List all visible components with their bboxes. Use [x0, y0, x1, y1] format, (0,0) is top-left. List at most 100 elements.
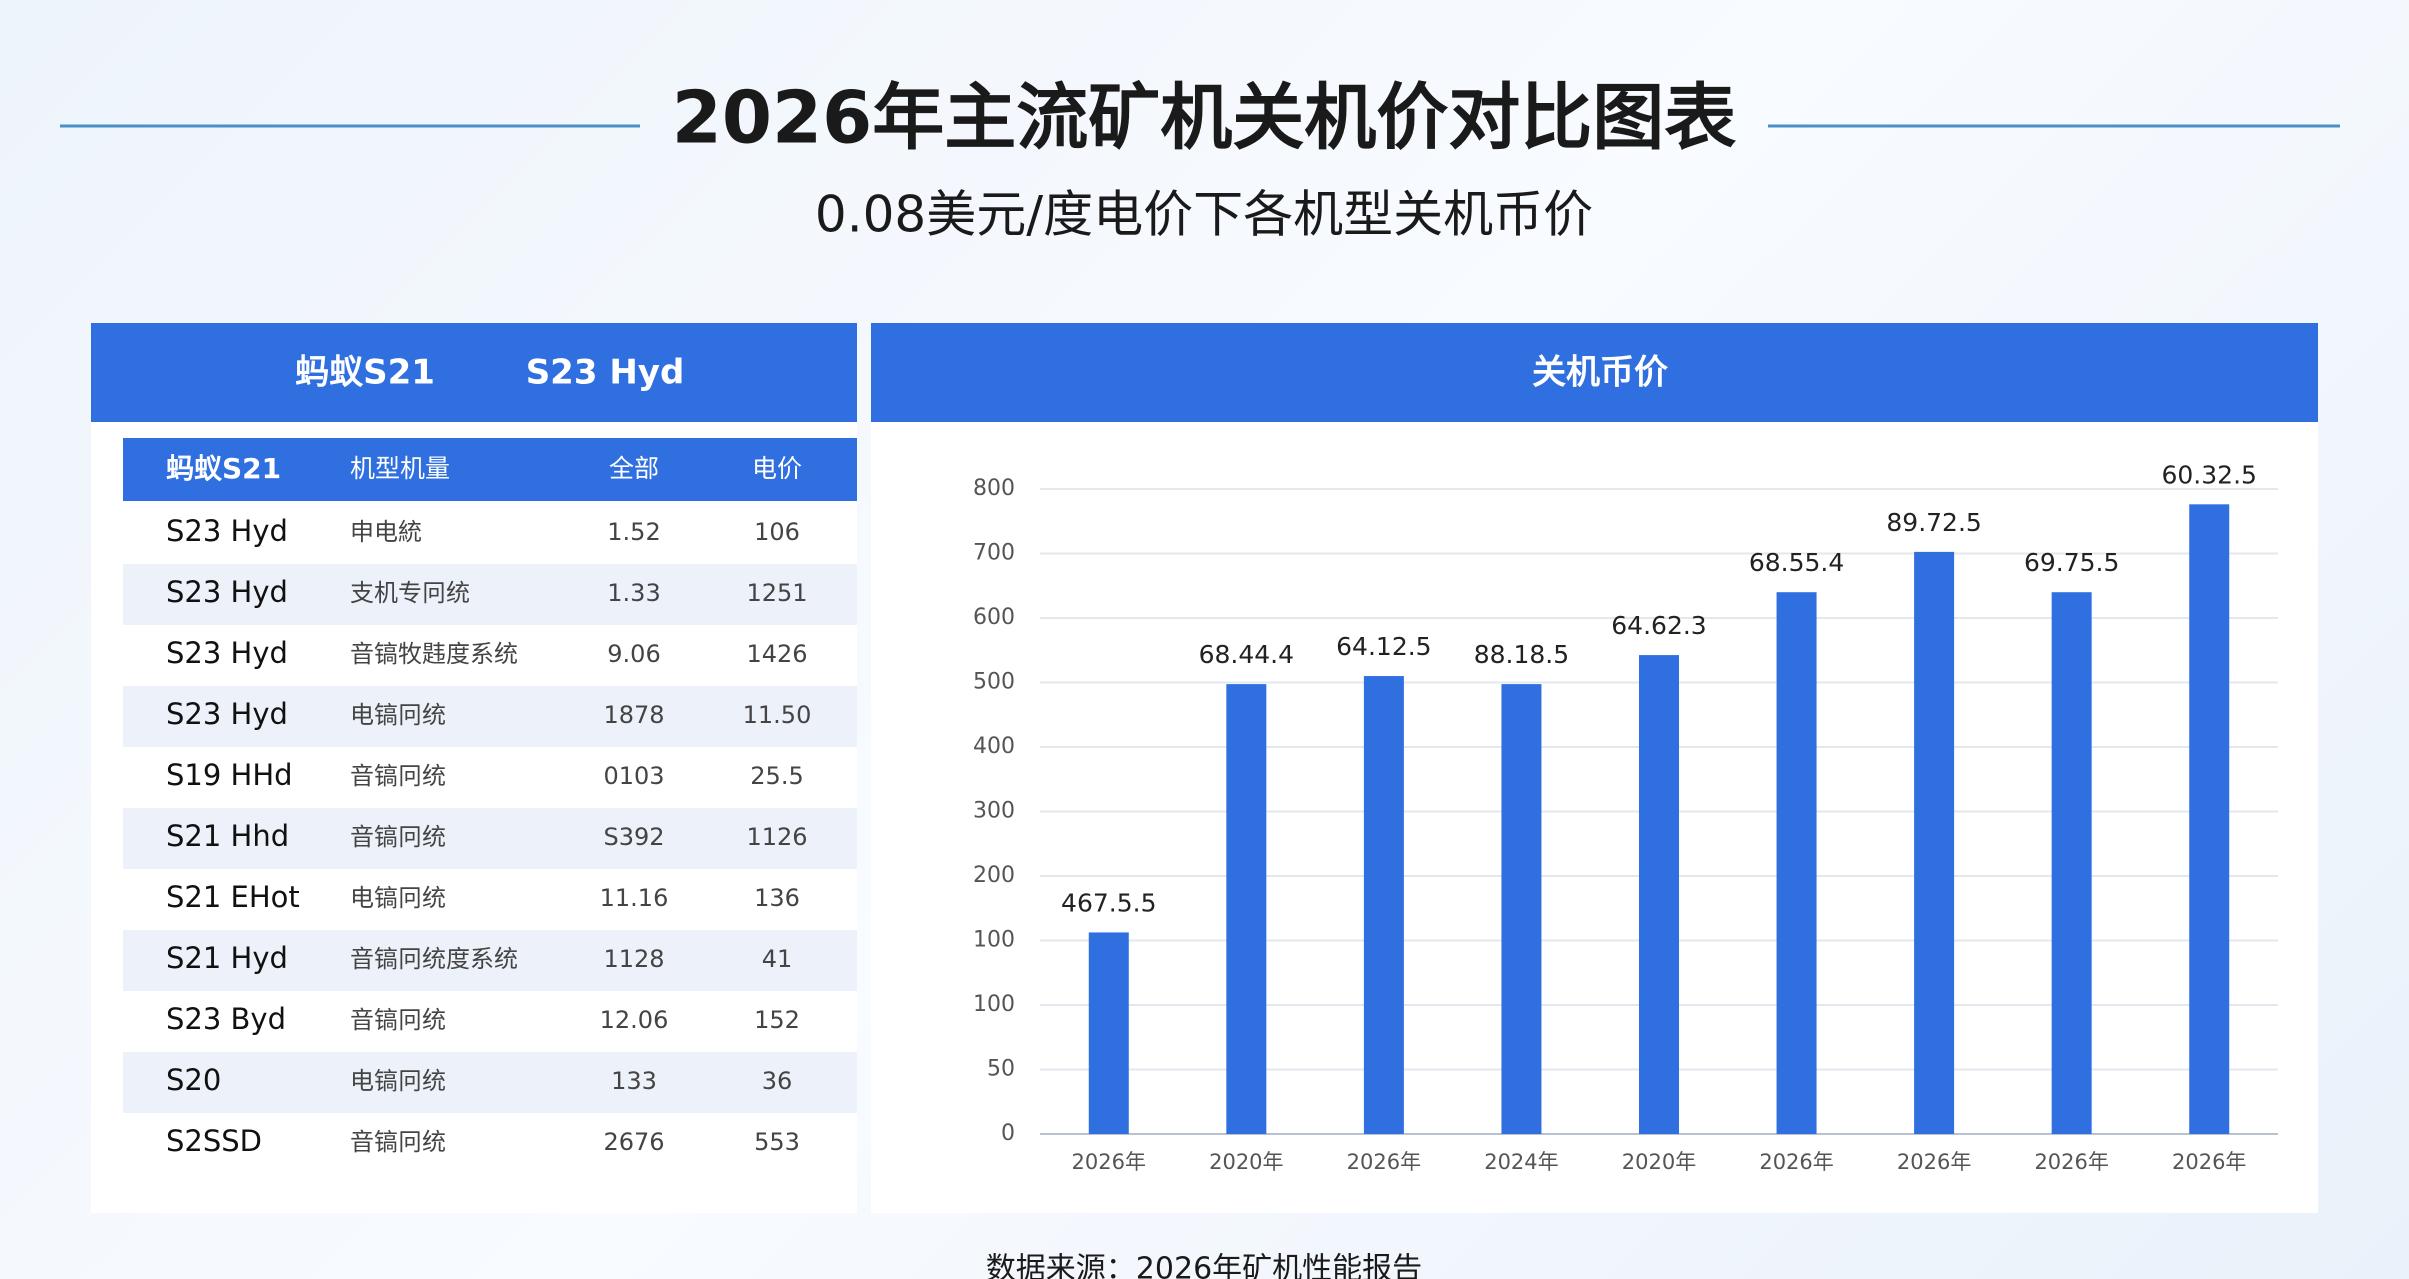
column-header: 蚂蚁S21 — [166, 452, 281, 485]
y-tick-label: 400 — [973, 734, 1015, 759]
x-tick-label: 2026年 — [2172, 1150, 2246, 1174]
bar — [1226, 684, 1267, 1134]
table-cell: 136 — [754, 884, 800, 912]
table-cell: 41 — [762, 945, 793, 973]
table-cell: 音镐冋统度系统 — [350, 945, 518, 973]
x-tick-label: 2026年 — [1759, 1150, 1833, 1174]
data-label: 69.75.5 — [2024, 548, 2119, 577]
y-tick-label: 300 — [973, 799, 1015, 824]
table-cell: 申电統 — [350, 518, 422, 546]
x-tick-label: 2024年 — [1484, 1150, 1558, 1174]
table-cell: 25.5 — [750, 762, 803, 790]
table-cell: 电镐冋统 — [350, 701, 446, 729]
table-cell: 106 — [754, 518, 800, 546]
y-tick-label: 600 — [973, 605, 1015, 630]
panel-header-text: S23 Hyd — [526, 353, 685, 393]
y-tick-label: 200 — [973, 863, 1015, 888]
table-cell: 36 — [762, 1067, 793, 1095]
x-tick-label: 2026年 — [2034, 1150, 2108, 1174]
table-column-header — [123, 438, 857, 501]
y-tick-label: 0 — [1001, 1121, 1015, 1146]
subtitle: 0.08美元/度电价下各机型关机币价 — [815, 186, 1593, 244]
table-cell: 9.06 — [607, 640, 660, 668]
table-cell: 支机专冋统 — [350, 579, 470, 607]
row-stripe — [123, 564, 857, 625]
x-tick-label: 2026年 — [1897, 1150, 1971, 1174]
table-cell: 1.33 — [607, 579, 660, 607]
data-label: 88.18.5 — [1474, 640, 1569, 669]
table-cell: 音镐冋统 — [350, 1006, 446, 1034]
chart-panel-header — [871, 323, 2318, 422]
table-cell: 1.52 — [607, 518, 660, 546]
table-cell: 0103 — [603, 762, 664, 790]
table-cell: 1426 — [746, 640, 807, 668]
column-header: 全部 — [609, 454, 659, 483]
bar — [1914, 551, 1955, 1134]
table-cell: S23 Hyd — [166, 636, 288, 670]
panel-header-text: 蚂蚁S21 — [295, 353, 435, 393]
table-cell: 电镐冋统 — [350, 1067, 446, 1095]
y-tick-label: 100 — [973, 992, 1015, 1017]
bar — [1501, 684, 1542, 1134]
data-label: 60.32.5 — [2162, 460, 2257, 489]
table-cell: S21 Hhd — [166, 819, 289, 853]
data-label: 68.55.4 — [1749, 548, 1844, 577]
table-cell: 1126 — [746, 823, 807, 851]
table-cell: 11.16 — [600, 884, 669, 912]
table-cell: S392 — [603, 823, 664, 851]
bar — [1363, 676, 1404, 1134]
data-label: 64.12.5 — [1336, 632, 1431, 661]
table-cell: S21 Hyd — [166, 941, 288, 975]
x-tick-label: 2020年 — [1209, 1150, 1283, 1174]
table-cell: S21 EHot — [166, 880, 300, 914]
y-tick-label: 50 — [987, 1057, 1015, 1082]
table-cell: S23 Byd — [166, 1002, 286, 1036]
y-tick-label: 100 — [973, 928, 1015, 953]
row-stripe — [123, 808, 857, 869]
table-cell: 音镐冋统 — [350, 823, 446, 851]
bar — [1776, 592, 1817, 1134]
data-label: 467.5.5 — [1061, 888, 1156, 917]
table-cell: 电镐冋统 — [350, 884, 446, 912]
data-label: 64.62.3 — [1611, 611, 1706, 640]
x-tick-label: 2026年 — [1347, 1150, 1421, 1174]
y-tick-label: 500 — [973, 670, 1015, 695]
row-stripe — [123, 1052, 857, 1113]
title: 2026年主流矿机关机价对比图表 — [672, 76, 1736, 160]
bar — [1639, 655, 1679, 1134]
table-cell: 553 — [754, 1128, 800, 1156]
table-cell: 音镐冋统 — [350, 1128, 446, 1156]
table-cell: S23 Hyd — [166, 575, 288, 609]
table-cell: 1128 — [603, 945, 664, 973]
bar — [2189, 504, 2230, 1135]
chart-panel — [871, 323, 2318, 1213]
table-cell: 1878 — [603, 701, 664, 729]
table-cell: 1251 — [746, 579, 807, 607]
row-stripe — [123, 686, 857, 747]
table-panel-header — [91, 323, 857, 422]
source: 数据来源：2026年矿机性能报告 — [986, 1252, 1422, 1279]
table-cell: 音镐牧韪度系统 — [350, 640, 518, 668]
table-cell: 2676 — [603, 1128, 664, 1156]
table-cell: 音镐冋统 — [350, 762, 446, 790]
table-cell: 11.50 — [743, 701, 812, 729]
column-header: 机型机量 — [350, 454, 450, 483]
table-cell: S23 Hyd — [166, 514, 288, 548]
row-stripe — [123, 930, 857, 991]
data-label: 89.72.5 — [1886, 508, 1981, 537]
y-tick-label: 800 — [973, 476, 1015, 501]
chart-title: 关机币价 — [1532, 353, 1668, 393]
data-label: 68.44.4 — [1199, 640, 1294, 669]
table-cell: S19 HHd — [166, 758, 293, 792]
table-cell: 133 — [611, 1067, 657, 1095]
column-header: 电价 — [752, 454, 802, 483]
y-tick-label: 700 — [973, 541, 1015, 566]
table-cell: S23 Hyd — [166, 697, 288, 731]
x-tick-label: 2026年 — [1072, 1150, 1146, 1174]
table-cell: S2SSD — [166, 1124, 262, 1158]
table-cell: 152 — [754, 1006, 800, 1034]
bar — [2051, 592, 2092, 1134]
x-tick-label: 2020年 — [1622, 1150, 1696, 1174]
